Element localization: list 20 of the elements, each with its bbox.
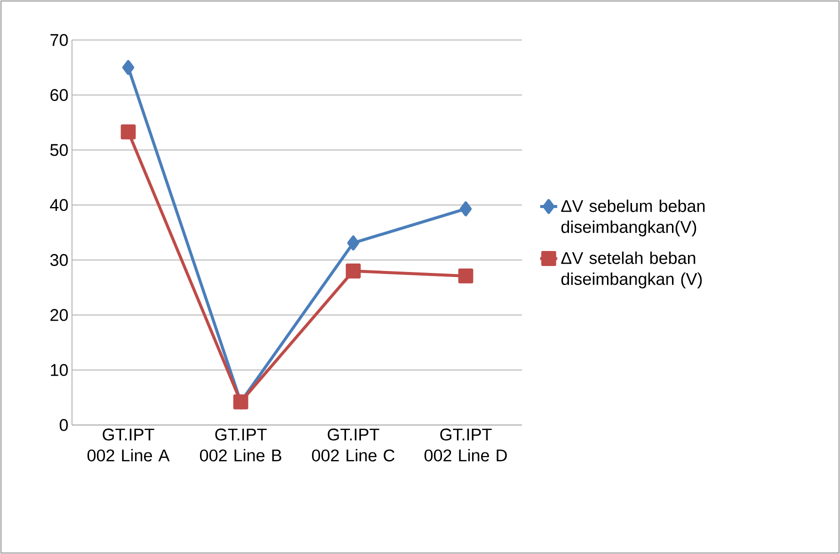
y-tick-label: 60 <box>50 89 68 102</box>
y-tick-label: 10 <box>50 364 68 376</box>
legend-label: ΔV setelah beban diseimbangkan (V) <box>561 252 702 288</box>
x-tick-label: GT.IPT 002 Line D <box>424 428 507 462</box>
y-tick-label: 20 <box>50 309 68 322</box>
point <box>458 268 474 284</box>
y-tick-label: 30 <box>50 254 68 266</box>
point <box>122 60 134 75</box>
x-tick-label: GT.IPT 002 Line C <box>312 428 394 462</box>
x-tick-label: GT.IPT 002 Line A <box>87 428 170 462</box>
y-tick-label: 40 <box>50 199 68 212</box>
point <box>346 264 361 278</box>
x-tick-label: GT.IPT 002 Line B <box>200 428 282 462</box>
point <box>460 201 472 216</box>
legend-label: ΔV sebelum beban diseimbangkan(V) <box>561 200 705 236</box>
y-tick-label: 0 <box>60 419 68 431</box>
point <box>120 124 136 140</box>
y-tick-label: 50 <box>50 144 68 156</box>
point <box>347 235 360 250</box>
y-tick-label: 70 <box>50 34 68 46</box>
